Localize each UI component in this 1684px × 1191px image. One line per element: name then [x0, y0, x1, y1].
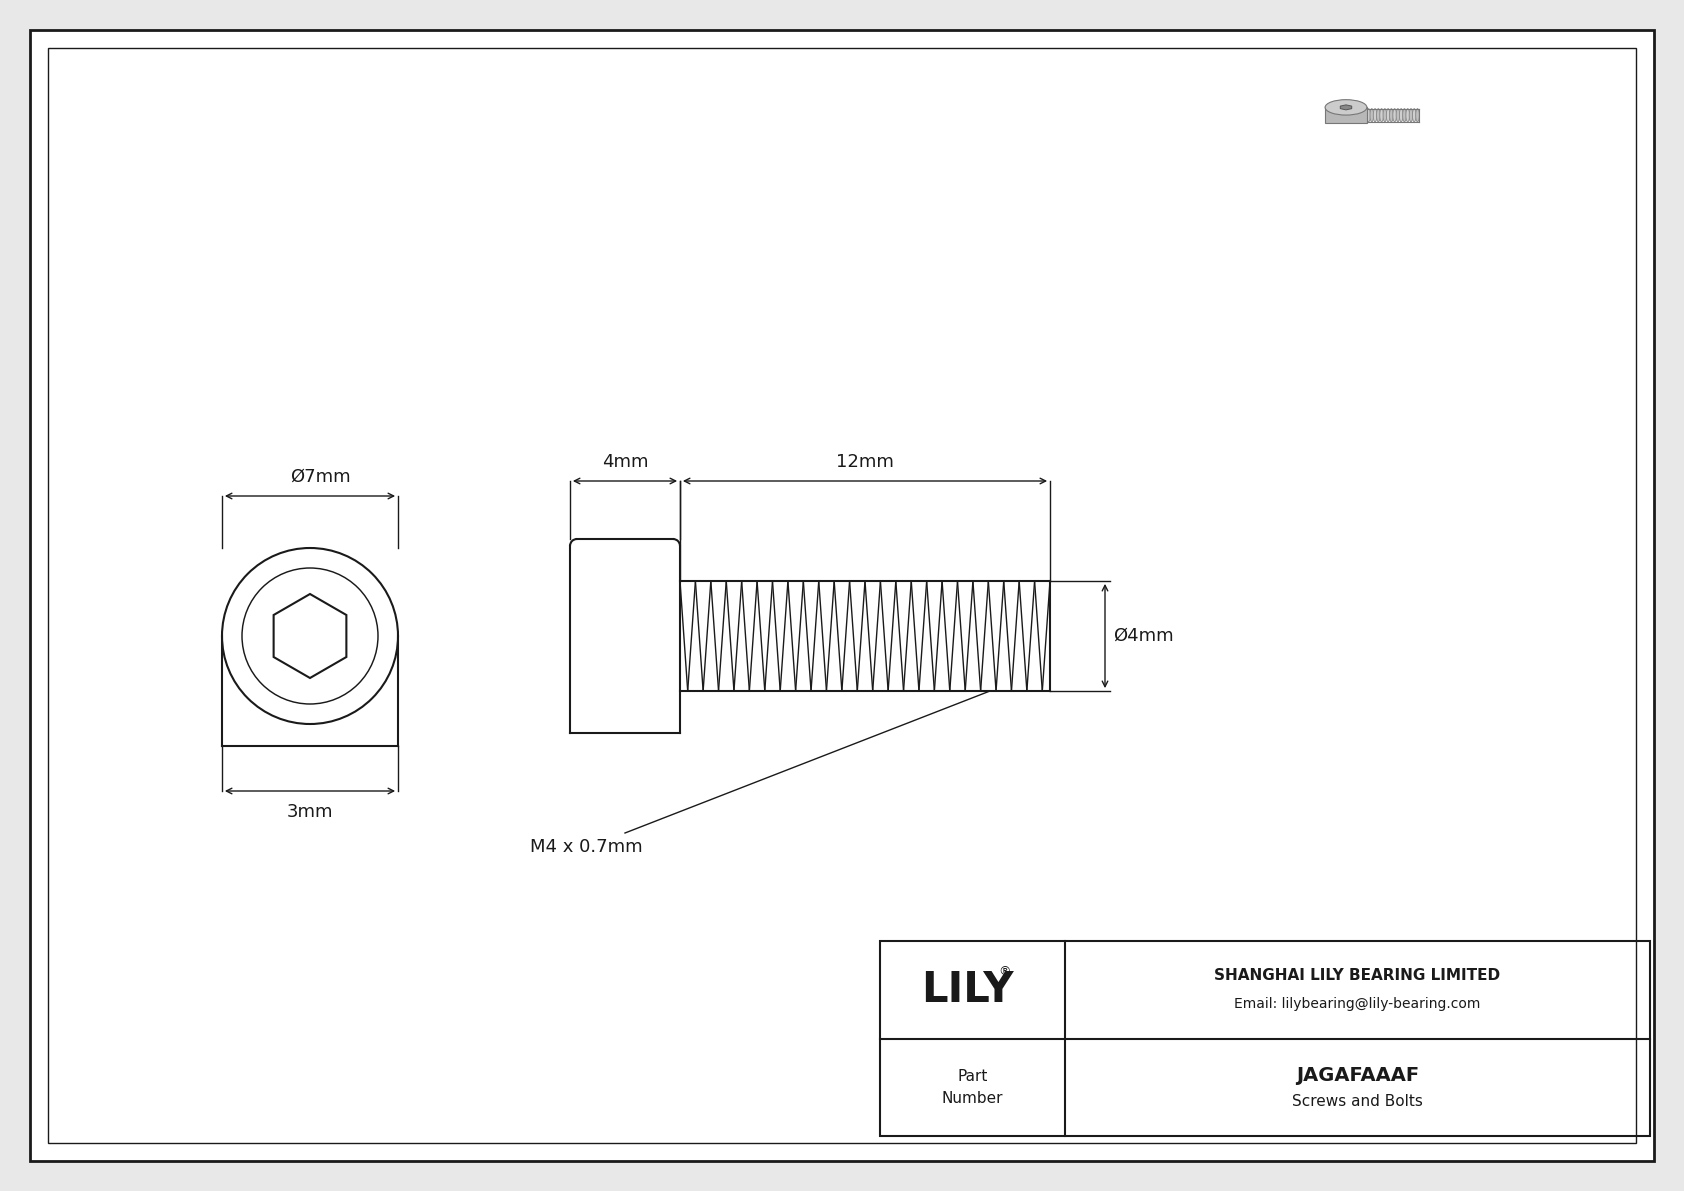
Text: SHANGHAI LILY BEARING LIMITED: SHANGHAI LILY BEARING LIMITED — [1214, 968, 1500, 984]
Ellipse shape — [1396, 108, 1399, 121]
Text: JAGAFAAAF: JAGAFAAAF — [1297, 1066, 1420, 1085]
Ellipse shape — [1371, 108, 1374, 121]
Ellipse shape — [1413, 108, 1416, 121]
Ellipse shape — [1325, 100, 1367, 116]
Text: 4mm: 4mm — [601, 453, 648, 470]
Text: 12mm: 12mm — [835, 453, 894, 470]
Ellipse shape — [1403, 108, 1406, 121]
Ellipse shape — [1393, 108, 1396, 121]
Ellipse shape — [1376, 108, 1381, 121]
Text: ®: ® — [999, 965, 1010, 978]
Text: M4 x 0.7mm: M4 x 0.7mm — [530, 838, 643, 856]
Text: Screws and Bolts: Screws and Bolts — [1292, 1093, 1423, 1109]
Ellipse shape — [1379, 108, 1383, 121]
Text: 3mm: 3mm — [286, 803, 333, 821]
Ellipse shape — [1383, 108, 1386, 121]
Ellipse shape — [1406, 108, 1410, 121]
Text: LILY: LILY — [921, 968, 1014, 1011]
Text: Part
Number: Part Number — [941, 1068, 1004, 1106]
Ellipse shape — [1389, 108, 1393, 121]
Ellipse shape — [1399, 108, 1403, 121]
Polygon shape — [1340, 105, 1352, 110]
Polygon shape — [1325, 107, 1367, 123]
Bar — [881, 941, 1650, 1136]
Ellipse shape — [1372, 108, 1378, 121]
Ellipse shape — [1410, 108, 1413, 121]
Text: Ø4mm: Ø4mm — [1113, 626, 1174, 646]
Ellipse shape — [1416, 108, 1420, 121]
Ellipse shape — [1367, 108, 1371, 121]
Ellipse shape — [1386, 108, 1389, 121]
Text: Email: lilybearing@lily-bearing.com: Email: lilybearing@lily-bearing.com — [1234, 997, 1480, 1011]
Text: Ø7mm: Ø7mm — [290, 468, 350, 486]
